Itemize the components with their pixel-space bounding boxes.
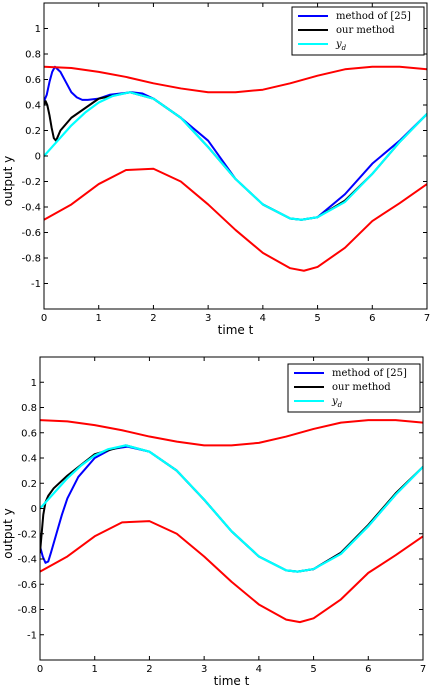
chart-panel-1: 0 1 2 3 4 5 6 7 -1 -0.8 -0.6 -0.4 -0.2 0 0.2 0.4 0.6 0.8 1… (1, 2, 430, 337)
x-tick-label: 5 (310, 664, 316, 675)
legend: method of [25] our method yd (287, 363, 421, 413)
y-axis-label: output y (1, 156, 15, 207)
legend-label: method of [25] (332, 368, 407, 379)
series-line-y-d (40, 444, 423, 573)
y-tick-label: 1 (35, 24, 41, 35)
x-tick-label: 7 (420, 664, 426, 675)
y-tick-label: -0.2 (17, 529, 37, 540)
y-tick-label: -0.6 (21, 228, 41, 239)
y-tick-label: 1 (31, 378, 37, 389)
x-tick-label: 2 (146, 664, 152, 675)
y-tick-label: 0 (35, 152, 41, 163)
x-axis-label: time t (218, 323, 254, 337)
y-tick-label: 0.2 (25, 126, 41, 137)
x-tick-label: 4 (260, 313, 266, 324)
x-axis-label: time t (214, 674, 250, 688)
y-tick-label: -0.4 (21, 203, 41, 214)
series-line-y-d (44, 91, 427, 221)
y-tick-label: 0.2 (21, 479, 37, 490)
y-tick-label: -1 (31, 279, 41, 290)
x-tick-label: 0 (37, 664, 43, 675)
x-tick-label: 3 (205, 313, 211, 324)
series-line-lower-bound (44, 167, 427, 272)
x-tick-label: 2 (150, 313, 156, 324)
x-tick-label: 6 (365, 664, 371, 675)
x-tick-label: 4 (256, 664, 262, 675)
y-tick-label: -0.8 (21, 254, 41, 265)
x-tick-label: 1 (96, 313, 102, 324)
legend-label: our method (336, 25, 395, 36)
y-tick-label: 0.6 (21, 428, 37, 439)
legend-label: method of [25] (336, 11, 411, 22)
y-tick-label: 0.4 (21, 454, 37, 465)
legend-label: yd (335, 39, 347, 52)
x-tick-label: 7 (424, 313, 430, 324)
legend-label: yd (331, 396, 343, 409)
x-tick-label: 1 (92, 664, 98, 675)
series-line-upper-bound (40, 419, 423, 447)
y-tick-label: 0.8 (25, 50, 41, 61)
y-tick-label: 0.4 (25, 101, 41, 112)
y-tick-label: -0.8 (17, 605, 37, 616)
series-line-lower-bound (40, 520, 423, 624)
series-line-method-of-25- (44, 65, 427, 221)
y-tick-label: -0.6 (17, 580, 37, 591)
x-tick-label: 6 (369, 313, 375, 324)
legend-label: our method (332, 382, 391, 393)
legend: method of [25] our method yd (291, 6, 425, 56)
chart-panel-2: 0 1 2 3 4 5 6 7 -1 -0.8 -0.6 -0.4 -0.2 0 0.2 0.4 0.6 0.8 1… (1, 356, 426, 688)
x-tick-label: 0 (41, 313, 47, 324)
y-axis-label: output y (1, 508, 15, 559)
y-tick-label: -0.2 (21, 177, 41, 188)
y-tick-label: -1 (27, 630, 37, 641)
y-tick-label: 0 (31, 504, 37, 515)
y-tick-label: 0.8 (21, 403, 37, 414)
series-line-our-method (40, 444, 423, 573)
y-tick-label: 0.6 (25, 75, 41, 86)
y-tick-label: -0.4 (17, 555, 37, 566)
x-tick-label: 3 (201, 664, 207, 675)
series-line-our-method (44, 91, 427, 221)
x-tick-label: 5 (314, 313, 320, 324)
series-line-method-of-25- (40, 445, 423, 573)
series-line-upper-bound (44, 65, 427, 94)
